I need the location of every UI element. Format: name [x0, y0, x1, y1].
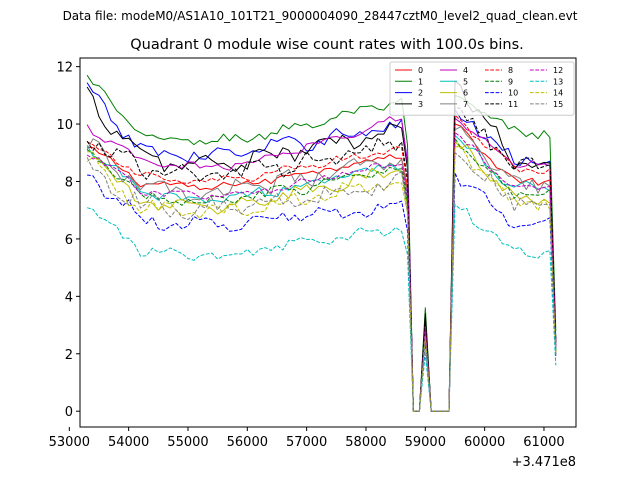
legend-label-2: 2 — [418, 89, 423, 98]
x-tick-label: 59000 — [405, 435, 446, 450]
series-line-11 — [86, 106, 557, 412]
x-tick-label: 57000 — [286, 435, 327, 450]
x-tick-label: 55000 — [167, 435, 208, 450]
x-offset-label: +3.471e8 — [512, 455, 576, 470]
chart-suptitle: Data file: modeM0/AS1A10_101T21_90000040… — [63, 9, 578, 23]
legend-label-5: 5 — [463, 77, 468, 86]
legend-label-10: 10 — [508, 89, 518, 98]
x-tick-label: 58000 — [345, 435, 386, 450]
plot-frame — [79, 57, 577, 428]
series-line-5 — [86, 135, 557, 412]
legend-label-0: 0 — [418, 66, 423, 75]
series-line-9 — [86, 137, 557, 412]
legend-label-7: 7 — [463, 100, 468, 109]
series-line-8 — [86, 114, 557, 412]
legend-label-11: 11 — [508, 100, 518, 109]
legend-box — [389, 61, 575, 116]
y-axis: 0 2 4 6 8 10 12 — [56, 61, 80, 420]
legend-label-15: 15 — [553, 100, 563, 109]
y-tick-label: 4 — [65, 290, 73, 305]
legend-label-13: 13 — [553, 77, 563, 86]
legend-label-3: 3 — [418, 100, 423, 109]
x-tick-label: 56000 — [227, 435, 268, 450]
legend-label-6: 6 — [463, 89, 468, 98]
legend-label-1: 1 — [418, 77, 423, 86]
x-axis: 53000 54000 55000 56000 57000 58000 59000 60000… — [49, 427, 565, 450]
x-tick-label: 60000 — [464, 435, 505, 450]
legend-label-8: 8 — [508, 66, 513, 75]
legend-label-14: 14 — [553, 89, 563, 98]
x-tick-label: 54000 — [108, 435, 149, 450]
y-tick-label: 0 — [65, 405, 73, 420]
legend-label-9: 9 — [508, 77, 513, 86]
series-line-12 — [86, 132, 557, 412]
series-line-2 — [86, 82, 557, 412]
series-line-4 — [86, 116, 557, 412]
series-line-14 — [87, 145, 557, 412]
series-line-13 — [86, 204, 557, 412]
y-tick-label: 2 — [65, 348, 73, 363]
legend-label-4: 4 — [463, 66, 468, 75]
series-line-15 — [86, 152, 557, 412]
x-tick-label: 61000 — [523, 435, 564, 450]
legend-label-12: 12 — [553, 66, 563, 75]
series-layer — [86, 74, 557, 412]
x-tick-label: 53000 — [49, 435, 90, 450]
y-tick-label: 12 — [56, 61, 73, 76]
y-tick-label: 8 — [65, 175, 73, 190]
y-tick-label: 6 — [65, 233, 73, 248]
chart-title: Quadrant 0 module wise count rates with … — [130, 37, 524, 53]
y-tick-label: 10 — [56, 118, 73, 133]
series-line-7 — [86, 126, 557, 412]
series-line-1 — [86, 74, 557, 412]
